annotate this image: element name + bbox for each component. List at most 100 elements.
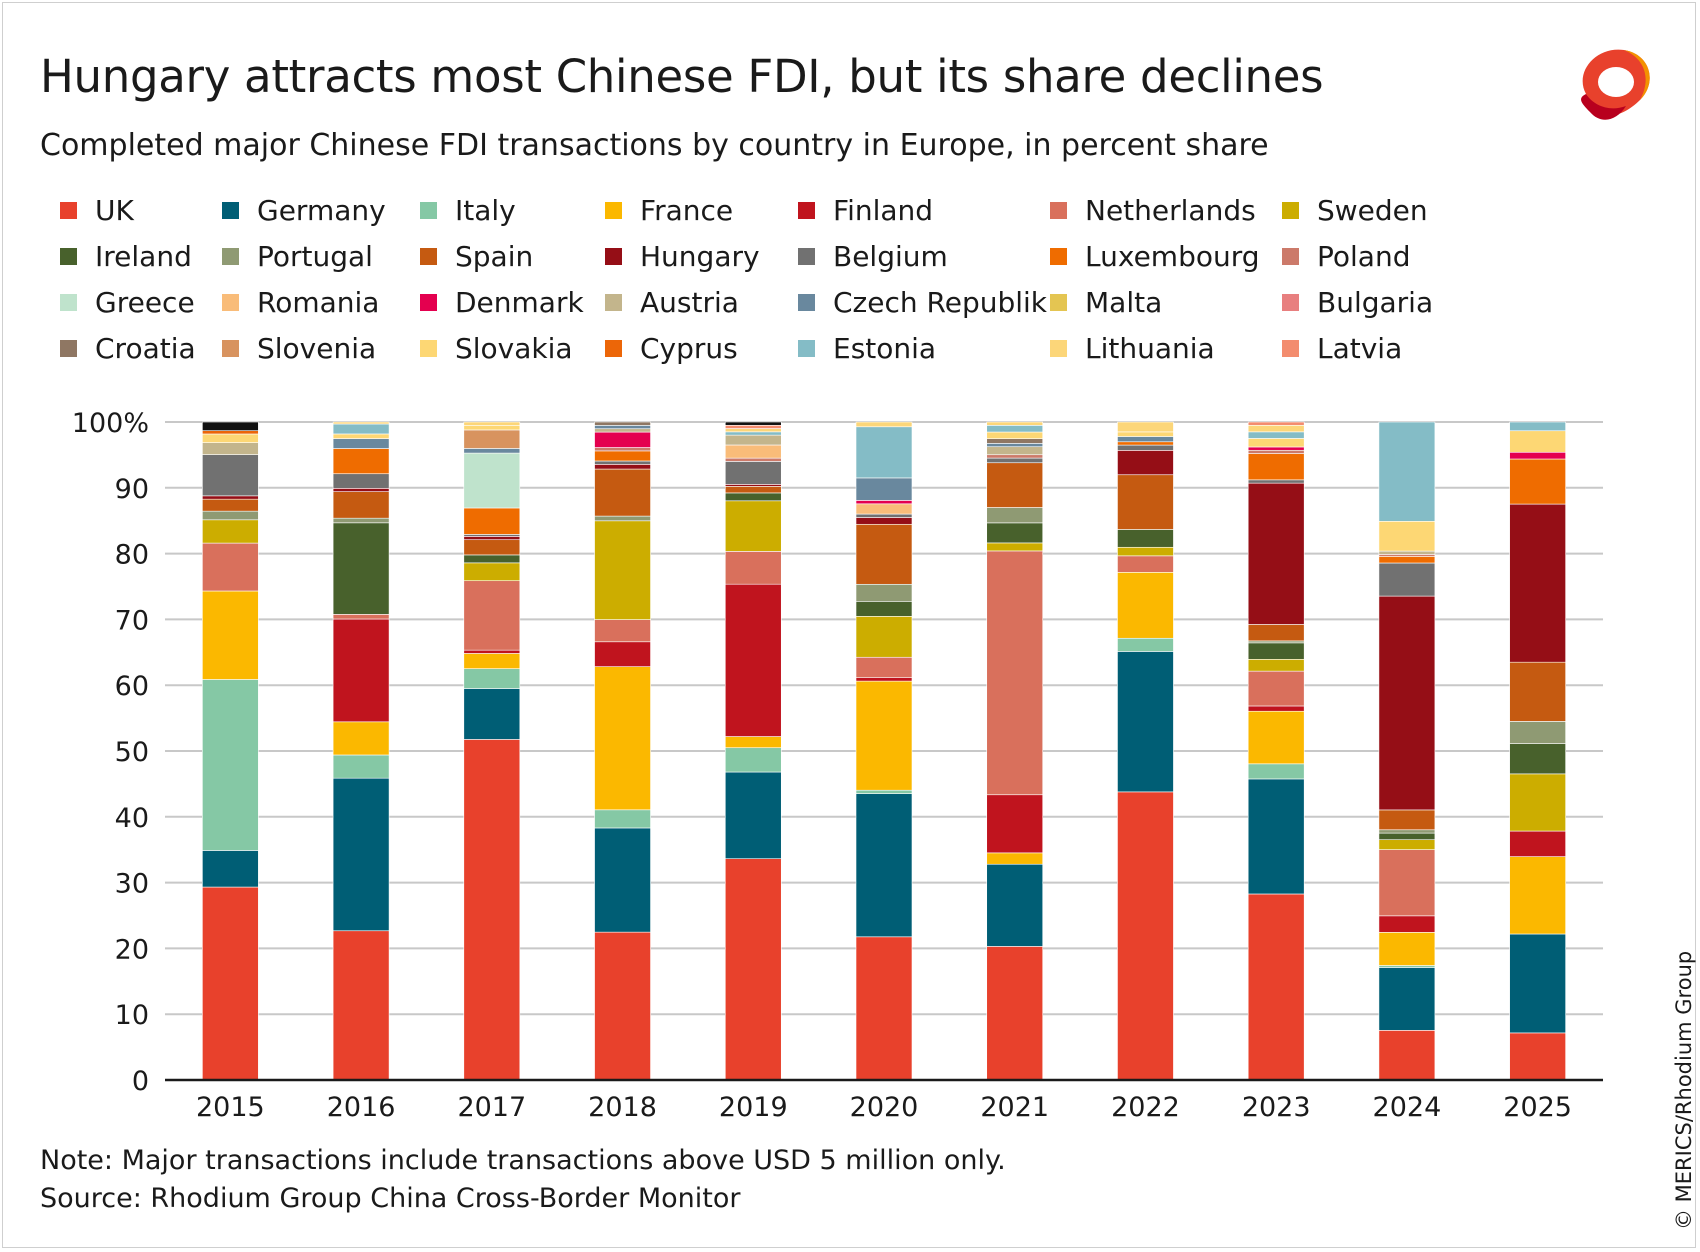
- x-tick-label: 2015: [196, 1092, 265, 1123]
- x-tick-label: 2019: [719, 1092, 788, 1123]
- bar-segment-ireland-2020: [855, 601, 913, 617]
- bar-stack-2023: [1247, 421, 1305, 1081]
- y-tick-label: 80: [115, 540, 149, 571]
- legend-label: Denmark: [455, 285, 584, 319]
- bar-segment-sweden-2021: [986, 542, 1044, 552]
- chart-subtitle: Completed major Chinese FDI transactions…: [40, 128, 1269, 163]
- legend-label: Bulgaria: [1317, 285, 1434, 319]
- x-tick-label: 2018: [588, 1092, 657, 1123]
- bar-segment-slovakia-2015: [202, 433, 259, 443]
- bar-segment-uk-2024: [1378, 1030, 1436, 1081]
- bar-segment-other-2015: [202, 421, 259, 431]
- bar-segment-austria-2021: [986, 446, 1044, 456]
- bar-segment-sweden-2019: [724, 500, 782, 552]
- bar-segment-france-2021: [986, 852, 1044, 865]
- bar-segment-hungary-2018: [594, 464, 651, 470]
- bar-segment-germany-2024: [1378, 967, 1436, 1031]
- bar-segment-belgium-2022: [1117, 444, 1174, 451]
- bar-segment-sweden-2025: [1509, 773, 1566, 832]
- legend-label: Ireland: [95, 239, 192, 273]
- legend-item-spain: Spain: [420, 236, 533, 276]
- bar-segment-estonia-2025: [1509, 421, 1566, 432]
- y-tick-label: 50: [115, 737, 149, 768]
- legend-item-malta: Malta: [1050, 282, 1162, 322]
- bar-segment-uk-2015: [202, 886, 259, 1081]
- bar-segment-hungary-2023: [1247, 482, 1305, 625]
- legend-item-latvia: Latvia: [1282, 328, 1402, 368]
- legend-swatch: [1050, 247, 1067, 265]
- legend-label: UK: [95, 193, 134, 227]
- legend-swatch: [1050, 201, 1067, 219]
- bar-segment-slovakia-2024: [1378, 520, 1436, 552]
- bar-segment-germany-2022: [1117, 651, 1174, 793]
- x-tick-label: 2023: [1242, 1092, 1311, 1123]
- legend-swatch: [798, 201, 815, 219]
- bar-segment-france-2023: [1247, 710, 1305, 765]
- bar-segment-denmark-2018: [594, 431, 651, 448]
- legend-label: Austria: [640, 285, 739, 319]
- bar-segment-netherlands-2023: [1247, 670, 1305, 707]
- legend-label: Slovenia: [257, 331, 377, 365]
- bar-segment-italy-2018: [594, 809, 651, 829]
- legend-item-finland: Finland: [798, 190, 933, 230]
- legend-item-slovenia: Slovenia: [222, 328, 376, 368]
- bar-segment-sweden-2022: [1117, 546, 1174, 557]
- bar-segment-lithuania-2019: [724, 428, 782, 433]
- legend-item-denmark: Denmark: [420, 282, 584, 322]
- legend-item-romania: Romania: [222, 282, 379, 322]
- bar-segment-estonia-2019: [724, 431, 782, 436]
- bar-segment-spain-2020: [855, 523, 913, 585]
- bar-segment-slovakia-2017: [463, 425, 521, 431]
- legend-label: Lithuania: [1085, 331, 1215, 365]
- bar-segment-ireland-2024: [1378, 832, 1436, 841]
- legend-swatch: [60, 247, 77, 265]
- legend-label: Sweden: [1317, 193, 1428, 227]
- bar-segment-austria-2019: [724, 434, 782, 446]
- bar-segment-netherlands-2017: [463, 580, 521, 651]
- legend-label: Croatia: [95, 331, 196, 365]
- legend-swatch: [420, 339, 437, 357]
- bar-segment-lithuania-2021: [986, 421, 1044, 426]
- bar-segment-czech-republik-2021: [986, 443, 1044, 448]
- bar-segment-uk-2020: [855, 936, 913, 1081]
- bar-segment-spain-2024: [1378, 809, 1436, 831]
- bar-segment-estonia-2020: [855, 426, 913, 479]
- legend-label: Italy: [455, 193, 516, 227]
- legend-label: Malta: [1085, 285, 1163, 319]
- bar-segment-portugal-2025: [1509, 721, 1566, 744]
- bar-segment-croatia-2018: [594, 421, 651, 426]
- legend-label: Spain: [455, 239, 534, 273]
- legend-swatch: [798, 339, 815, 357]
- bar-segment-luxembourg-2024: [1378, 556, 1436, 564]
- bar-segment-latvia-2023: [1247, 421, 1305, 426]
- bar-segment-spain-2025: [1509, 661, 1566, 722]
- legend-swatch: [798, 293, 815, 311]
- bar-segment-slovakia-2016: [332, 433, 390, 439]
- bar-segment-lithuania-2023: [1247, 424, 1305, 433]
- bar-segment-france-2022: [1117, 572, 1174, 639]
- legend-swatch: [1282, 339, 1299, 357]
- legend-item-germany: Germany: [222, 190, 386, 230]
- bar-segment-belgium-2023: [1247, 479, 1305, 484]
- legend-swatch: [605, 293, 622, 311]
- bar-stack-2016: [332, 421, 390, 1081]
- x-tick-label: 2016: [327, 1092, 396, 1123]
- bar-segment-uk-2018: [594, 931, 651, 1081]
- bar-segment-italy-2023: [1247, 763, 1305, 780]
- bar-segment-germany-2021: [986, 863, 1044, 947]
- bar-segment-hungary-2015: [202, 495, 259, 500]
- bar-segment-sweden-2018: [594, 520, 651, 620]
- legend-swatch: [605, 201, 622, 219]
- legend-item-hungary: Hungary: [605, 236, 760, 276]
- bar-segment-finland-2018: [594, 641, 651, 667]
- bar-segment-ireland-2022: [1117, 529, 1174, 548]
- bar-segment-ireland-2025: [1509, 743, 1566, 775]
- legend-label: France: [640, 193, 734, 227]
- legend-item-ireland: Ireland: [60, 236, 192, 276]
- bar-segment-poland-2021: [986, 454, 1044, 459]
- bar-segment-hungary-2020: [855, 517, 913, 525]
- legend-item-austria: Austria: [605, 282, 739, 322]
- legend-label: Greece: [95, 285, 195, 319]
- bar-segment-spain-2021: [986, 462, 1044, 508]
- bar-segment-poland-2018: [594, 447, 651, 452]
